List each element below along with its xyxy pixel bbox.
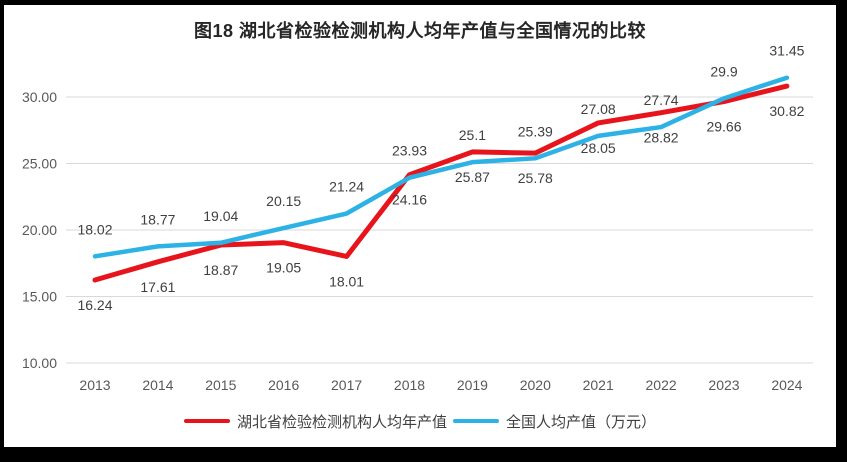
legend-item-hubei: 湖北省检验检测机构人均年产值 <box>183 411 447 432</box>
legend-item-national: 全国人均产值（万元） <box>453 411 656 432</box>
chart-title: 图18 湖北省检验检测机构人均年产值与全国情况的比较 <box>193 21 647 41</box>
red-line-swatch-icon <box>183 419 230 423</box>
legend-label: 全国人均产值（万元） <box>506 413 657 431</box>
blue-line-swatch-icon <box>453 419 499 423</box>
legend: 湖北省检验检测机构人均年产值 全国人均产值（万元） <box>4 408 836 434</box>
legend-label: 湖北省检验检测机构人均年产值 <box>236 413 447 431</box>
chart-panel: 图18 湖北省检验检测机构人均年产值与全国情况的比较 湖北省检验检测机构人均年产… <box>4 5 836 447</box>
